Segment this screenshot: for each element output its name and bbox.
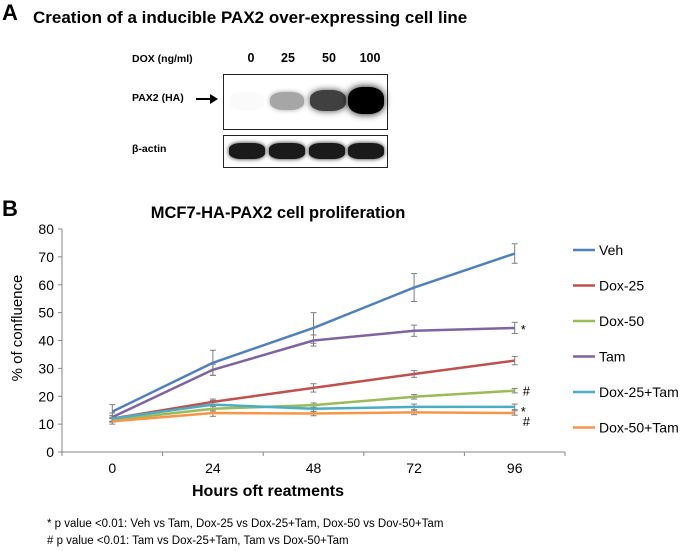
series-line-dox-25-tam: [112, 403, 515, 420]
actin-label: β-actin: [132, 143, 167, 155]
y-tick-label: 40: [38, 333, 54, 349]
pax2-label: PAX2 (HA): [132, 92, 184, 104]
x-tick-label: 96: [507, 460, 523, 476]
pax2-band: [230, 92, 264, 110]
y-axis-label: % of confluence: [9, 275, 26, 382]
significance-marker: #: [523, 414, 531, 429]
actin-band: [269, 143, 305, 159]
y-tick-label: 30: [38, 360, 54, 376]
dox-label: DOX (ng/ml): [132, 53, 193, 65]
significance-marker: #: [523, 384, 531, 399]
y-tick-label: 60: [38, 277, 54, 293]
dose-label: 100: [359, 51, 381, 65]
y-tick-label: 50: [38, 305, 54, 321]
panel-a-title: Creation of a inducible PAX2 over-expres…: [33, 8, 468, 27]
footnote-star: * p value <0.01: Veh vs Tam, Dox-25 vs D…: [47, 518, 444, 530]
legend-label: Tam: [599, 349, 625, 365]
actin-band: [348, 143, 384, 159]
legend-label: Dox-25+Tam: [599, 384, 679, 400]
pax2-blot: [223, 74, 388, 130]
legend-label: Dox-50: [599, 313, 644, 329]
significance-marker: *: [521, 322, 526, 337]
series-line-dox-50: [112, 389, 515, 422]
series-line-veh: [111, 252, 516, 413]
dose-label: 0: [247, 51, 255, 65]
legend-label: Dox-50+Tam: [599, 420, 679, 436]
y-tick-label: 80: [38, 221, 54, 237]
legend-label: Dox-25: [599, 278, 644, 294]
dose-label: 50: [322, 51, 336, 65]
actin-band: [229, 143, 265, 159]
dose-label: 25: [281, 51, 295, 65]
x-tick-label: 72: [406, 460, 422, 476]
pax2-band: [310, 90, 346, 111]
x-axis-label: Hours oft reatments: [192, 483, 344, 500]
arrow-icon: [196, 94, 218, 104]
y-tick-label: 10: [38, 416, 54, 432]
panel-a-label: A: [2, 0, 18, 25]
x-tick-label: 0: [108, 460, 116, 476]
legend-label: Veh: [599, 242, 623, 258]
series-line-dox-50-tam: [112, 411, 515, 423]
pax2-band: [348, 87, 384, 114]
y-tick-label: 20: [38, 388, 54, 404]
series-line-tam: [111, 326, 515, 419]
y-tick-label: 0: [46, 444, 54, 460]
proliferation-chart: MCF7-HA-PAX2 cell proliferation Hours of…: [9, 204, 679, 500]
x-tick-label: 48: [306, 460, 322, 476]
significance-marker: *: [521, 404, 526, 419]
actin-band: [309, 143, 345, 159]
footnote-hash: # p value <0.01: Tam vs Dox-25+Tam, Tam …: [47, 535, 349, 547]
x-tick-label: 24: [205, 460, 221, 476]
chart-title: MCF7-HA-PAX2 cell proliferation: [151, 204, 406, 222]
pax2-band: [270, 92, 304, 110]
panel-b-label: B: [2, 196, 18, 221]
y-tick-label: 70: [38, 249, 54, 265]
actin-blot: [223, 135, 388, 168]
series-line-dox-25: [112, 359, 515, 420]
